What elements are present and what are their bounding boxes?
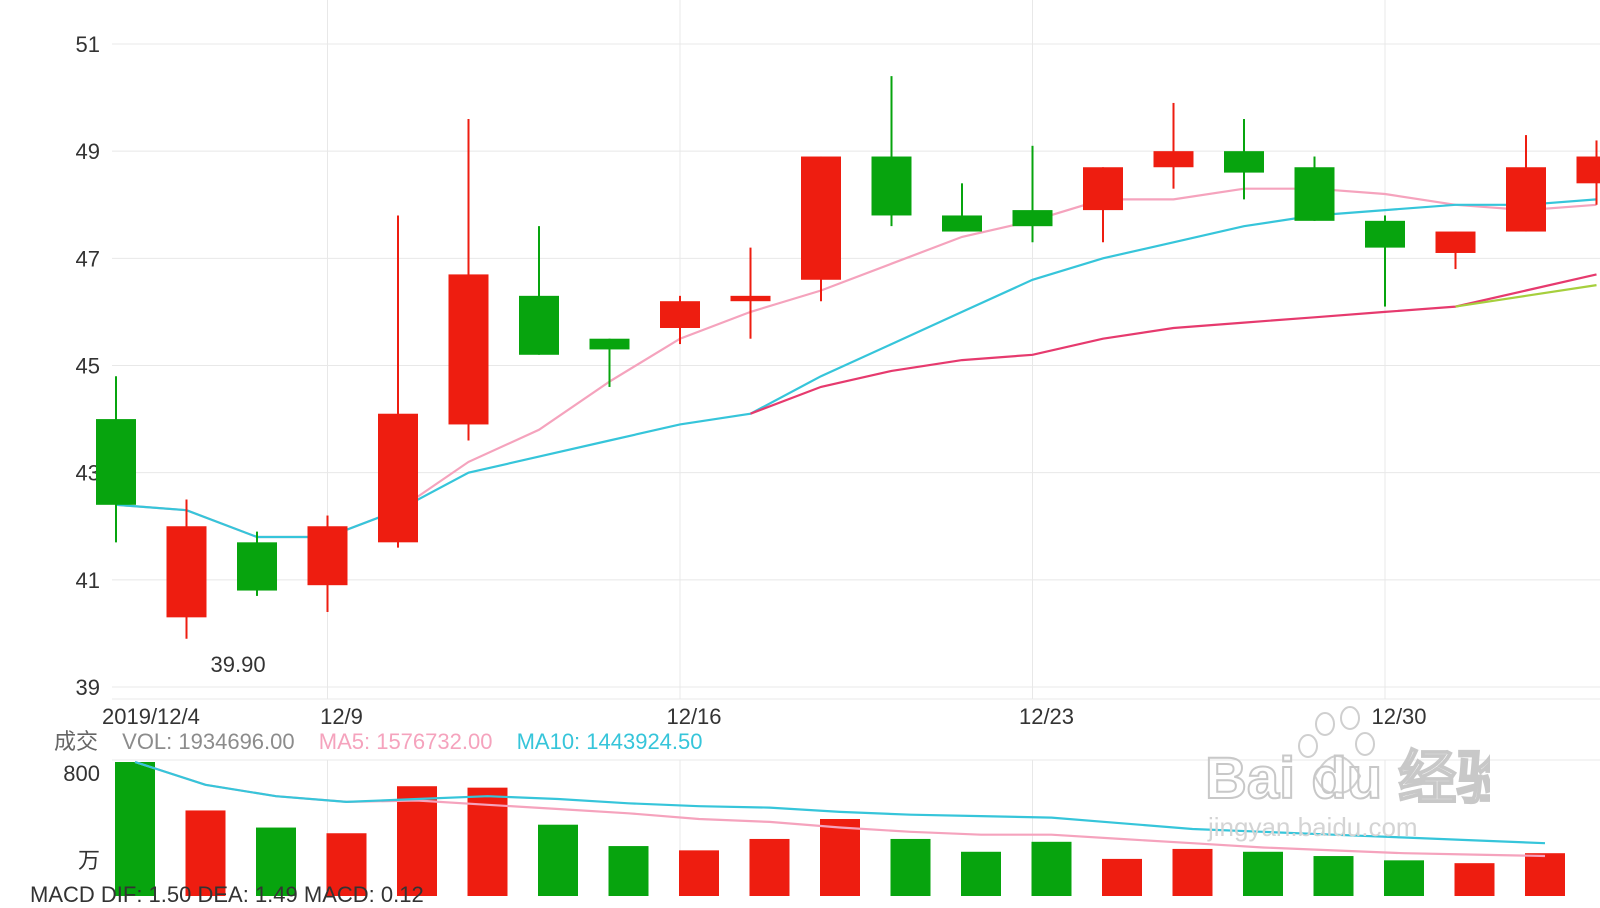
candle-body bbox=[1295, 167, 1335, 221]
volume-bar bbox=[1455, 863, 1495, 896]
candlestick bbox=[167, 499, 207, 638]
volume-bar bbox=[1243, 852, 1283, 896]
legend-ma10: MA10: 1443924.50 bbox=[517, 729, 703, 754]
legend-vol: VOL: 1934696.00 bbox=[122, 729, 294, 754]
volume-bar bbox=[609, 846, 649, 896]
candle-body bbox=[1083, 167, 1123, 210]
volume-bars bbox=[115, 762, 1565, 896]
price-y-tick-label: 49 bbox=[76, 139, 100, 164]
candlestick bbox=[519, 226, 559, 355]
candle-body bbox=[449, 274, 489, 424]
candle-body bbox=[378, 414, 418, 543]
candle-body bbox=[590, 339, 630, 350]
volume-bar bbox=[820, 819, 860, 896]
candlestick bbox=[96, 376, 136, 542]
candlestick bbox=[660, 296, 700, 344]
candle-body bbox=[308, 526, 348, 585]
candle-body bbox=[96, 419, 136, 505]
volume-bar bbox=[1173, 849, 1213, 896]
candle-body bbox=[167, 526, 207, 617]
price-y-tick-label: 45 bbox=[76, 354, 100, 379]
candlestick bbox=[590, 339, 630, 387]
candlestick bbox=[1154, 103, 1194, 189]
legend-ma5: MA5: 1576732.00 bbox=[319, 729, 493, 754]
candlestick bbox=[801, 157, 841, 302]
candlestick bbox=[1365, 215, 1405, 306]
volume-bar bbox=[1102, 859, 1142, 896]
price-y-tick-label: 51 bbox=[76, 32, 100, 57]
volume-bar bbox=[397, 786, 437, 896]
macd-legend-cutoff: MACD DIF: 1.50 DEA: 1.49 MACD: 0.12 bbox=[30, 882, 424, 908]
candlestick bbox=[378, 215, 418, 547]
volume-legend: 成交 VOL: 1934696.00 MA5: 1576732.00 MA10:… bbox=[54, 724, 721, 754]
price-grid bbox=[112, 0, 1600, 896]
volume-bar bbox=[750, 839, 790, 896]
candlestick bbox=[942, 183, 982, 231]
volume-bar bbox=[1384, 860, 1424, 896]
candle-body bbox=[519, 296, 559, 355]
candle-body bbox=[872, 157, 912, 216]
candlestick bbox=[1013, 146, 1053, 242]
candle-body bbox=[1013, 210, 1053, 226]
volume-y-ticks: 800 万 bbox=[63, 761, 100, 873]
candle-body bbox=[731, 296, 771, 301]
candle-body bbox=[237, 542, 277, 590]
price-ma-line-2 bbox=[751, 274, 1597, 413]
candlestick bbox=[1436, 232, 1476, 270]
candlestick bbox=[1506, 135, 1546, 231]
volume-bar bbox=[115, 762, 155, 896]
candlesticks bbox=[96, 76, 1600, 639]
candlestick bbox=[237, 532, 277, 596]
volume-bar bbox=[961, 852, 1001, 896]
price-ma-line-3 bbox=[1456, 285, 1597, 307]
volume-bar bbox=[891, 839, 931, 896]
volume-bar bbox=[1032, 842, 1072, 896]
candle-body bbox=[942, 215, 982, 231]
candle-body bbox=[1436, 232, 1476, 253]
volume-bar bbox=[1525, 853, 1565, 896]
price-y-tick-label: 47 bbox=[76, 246, 100, 271]
candle-body bbox=[660, 301, 700, 328]
candlestick bbox=[731, 248, 771, 339]
candlestick bbox=[1295, 157, 1335, 221]
price-ma-line-1 bbox=[116, 199, 1597, 537]
volume-bar bbox=[1314, 856, 1354, 896]
volume-bar bbox=[538, 825, 578, 896]
price-x-tick-label: 12/30 bbox=[1371, 704, 1426, 729]
candlestick bbox=[449, 119, 489, 441]
candle-body bbox=[1506, 167, 1546, 231]
price-y-tick-label: 41 bbox=[76, 568, 100, 593]
lowest-price-label: 39.90 bbox=[211, 652, 266, 677]
volume-title: 成交 bbox=[54, 729, 98, 754]
volume-y-tick-label: 800 bbox=[63, 761, 100, 786]
candle-body bbox=[1154, 151, 1194, 167]
candle-body bbox=[801, 157, 841, 280]
price-y-tick-label: 39 bbox=[76, 675, 100, 700]
candlestick bbox=[1577, 140, 1600, 204]
candlestick bbox=[1083, 167, 1123, 242]
candle-body bbox=[1224, 151, 1264, 172]
candlestick bbox=[1224, 119, 1264, 199]
price-x-tick-label: 12/23 bbox=[1019, 704, 1074, 729]
candle-body bbox=[1577, 157, 1600, 184]
candle-body bbox=[1365, 221, 1405, 248]
volume-bar bbox=[679, 850, 719, 896]
lowest-price-marker: 39.90 bbox=[211, 652, 266, 677]
candlestick bbox=[308, 516, 348, 612]
volume-unit-label: 万 bbox=[78, 848, 100, 873]
